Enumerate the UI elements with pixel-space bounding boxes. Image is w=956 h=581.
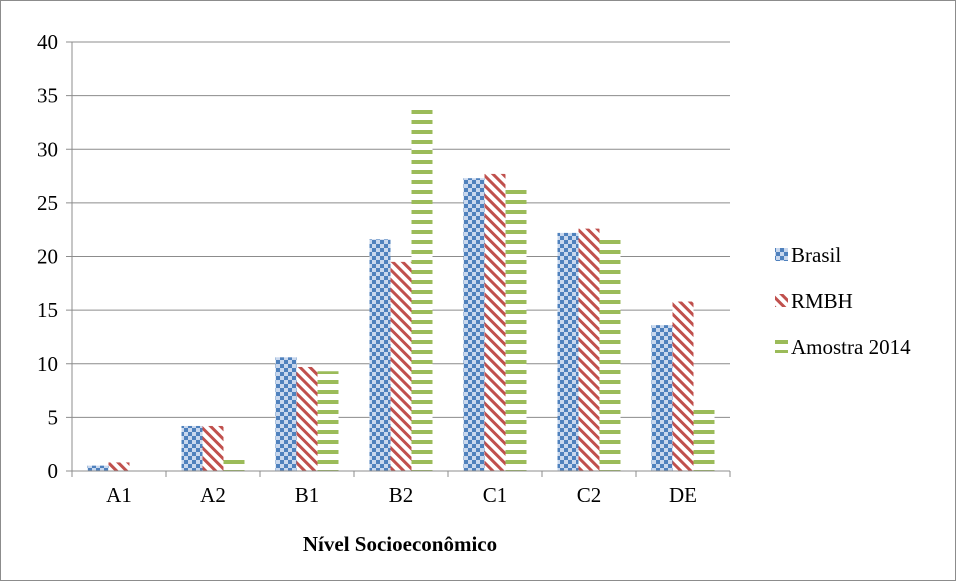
y-tick-label: 5 — [48, 405, 59, 429]
bar-rmbh-b1 — [296, 366, 318, 471]
y-tick-label: 15 — [37, 298, 58, 322]
bars — [87, 105, 715, 472]
bar-amostra-2014-b1 — [317, 371, 339, 471]
x-tick-label: A1 — [106, 483, 132, 507]
bar-amostra-2014-b2 — [411, 105, 433, 471]
legend-swatch-brasil — [775, 248, 788, 261]
bar-brasil-a2 — [181, 425, 203, 471]
bar-brasil-b2 — [369, 239, 391, 471]
y-tick-label: 10 — [37, 352, 58, 376]
y-tick-label: 0 — [48, 459, 59, 483]
y-tick-label: 40 — [37, 30, 58, 54]
legend-label: RMBH — [791, 289, 853, 313]
legend-swatch-amostra-2014 — [775, 340, 788, 353]
bar-amostra-2014-a2 — [223, 458, 245, 471]
bar-brasil-b1 — [275, 357, 297, 471]
bar-amostra-2014-c2 — [599, 236, 621, 471]
bar-brasil-de — [651, 325, 673, 471]
x-tick-label: DE — [669, 483, 697, 507]
bar-amostra-2014-de — [693, 405, 715, 471]
x-tick-label: C2 — [577, 483, 602, 507]
x-tick-label: B2 — [389, 483, 414, 507]
y-tick-label: 35 — [37, 84, 58, 108]
y-tick-label: 20 — [37, 245, 58, 269]
bar-brasil-c1 — [463, 178, 485, 471]
bar-rmbh-c2 — [578, 228, 600, 471]
y-tick-label: 25 — [37, 191, 58, 215]
x-axis-title: Nível Socioeconômico — [303, 532, 497, 556]
legend-label: Brasil — [791, 243, 841, 267]
bar-amostra-2014-c1 — [505, 188, 527, 471]
bar-rmbh-a2 — [202, 425, 224, 471]
legend-label: Amostra 2014 — [791, 335, 911, 359]
bar-rmbh-b2 — [390, 261, 412, 471]
bar-rmbh-c1 — [484, 173, 506, 472]
legend-swatch-rmbh — [775, 294, 788, 307]
y-tick-label: 30 — [37, 137, 58, 161]
legend: Brasil RMBH Amostra 2014 — [775, 243, 911, 359]
bar-brasil-c2 — [557, 232, 579, 471]
axes: 0 5 10 15 20 25 30 35 40 A1 A2 B1 B2 C1 C2 DE — [37, 30, 731, 507]
bar-brasil-a1 — [87, 465, 109, 471]
bar-rmbh-de — [672, 301, 694, 471]
x-tick-label: B1 — [295, 483, 320, 507]
x-tick-label: C1 — [483, 483, 508, 507]
bar-rmbh-a1 — [108, 462, 130, 471]
x-tick-label: A2 — [200, 483, 226, 507]
